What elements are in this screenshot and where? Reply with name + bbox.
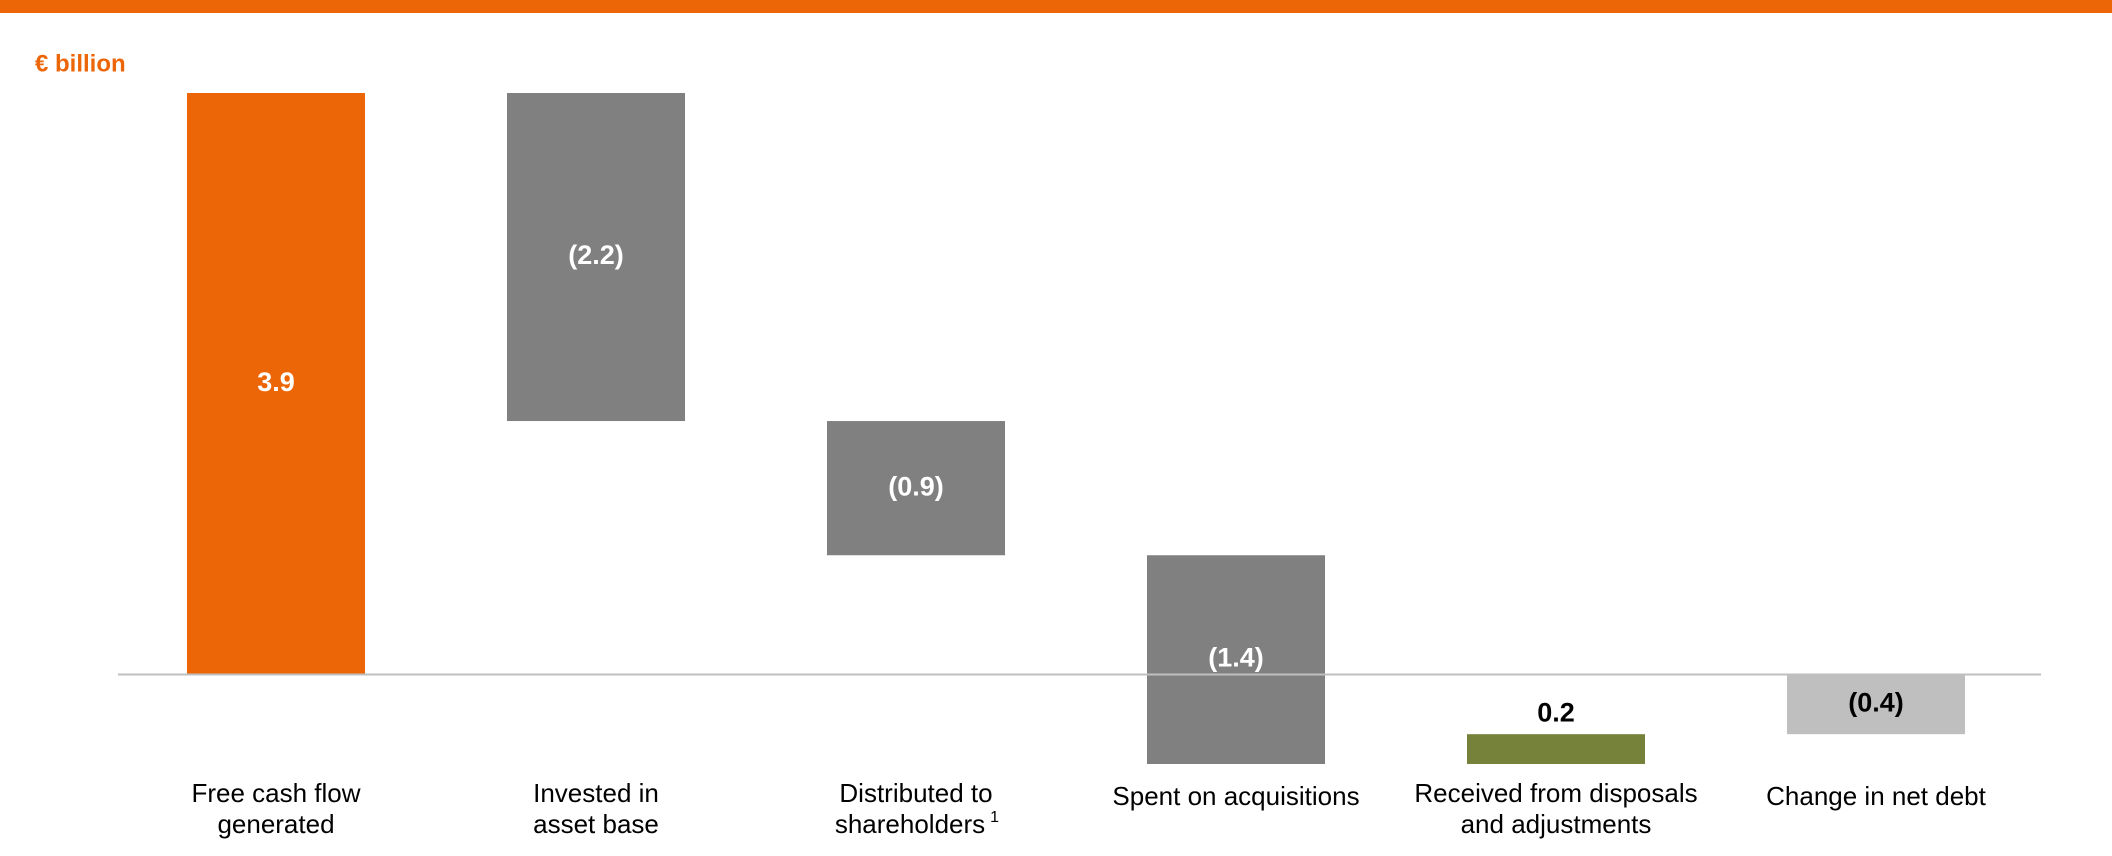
- unit-label: € billion: [35, 50, 126, 77]
- value-label: (0.9): [888, 471, 944, 501]
- category-label: generated: [217, 809, 334, 839]
- category-label: Free cash flow: [191, 778, 360, 808]
- value-label: 3.9: [257, 367, 295, 397]
- bar: [827, 421, 1005, 556]
- value-label: (0.4): [1848, 687, 1904, 717]
- header-strip: [0, 0, 2112, 13]
- category-label: shareholders: [835, 809, 985, 839]
- bar: [1147, 555, 1325, 764]
- value-label: 0.2: [1537, 697, 1575, 727]
- footnote-mark: 1: [990, 809, 999, 826]
- category-label: Spent on acquisitions: [1112, 781, 1359, 811]
- category-label: Invested in: [533, 778, 659, 808]
- category-label: asset base: [533, 809, 659, 839]
- bar: [187, 93, 365, 675]
- category-label: Received from disposals: [1414, 778, 1697, 808]
- bar: [1467, 734, 1645, 764]
- category-label: and adjustments: [1461, 809, 1652, 839]
- value-label: (1.4): [1208, 643, 1264, 673]
- value-label: (2.2): [568, 240, 624, 270]
- category-label: Distributed to: [839, 778, 992, 808]
- category-label: Change in net debt: [1766, 781, 1987, 811]
- bar: [1787, 674, 1965, 735]
- bar: [507, 93, 685, 422]
